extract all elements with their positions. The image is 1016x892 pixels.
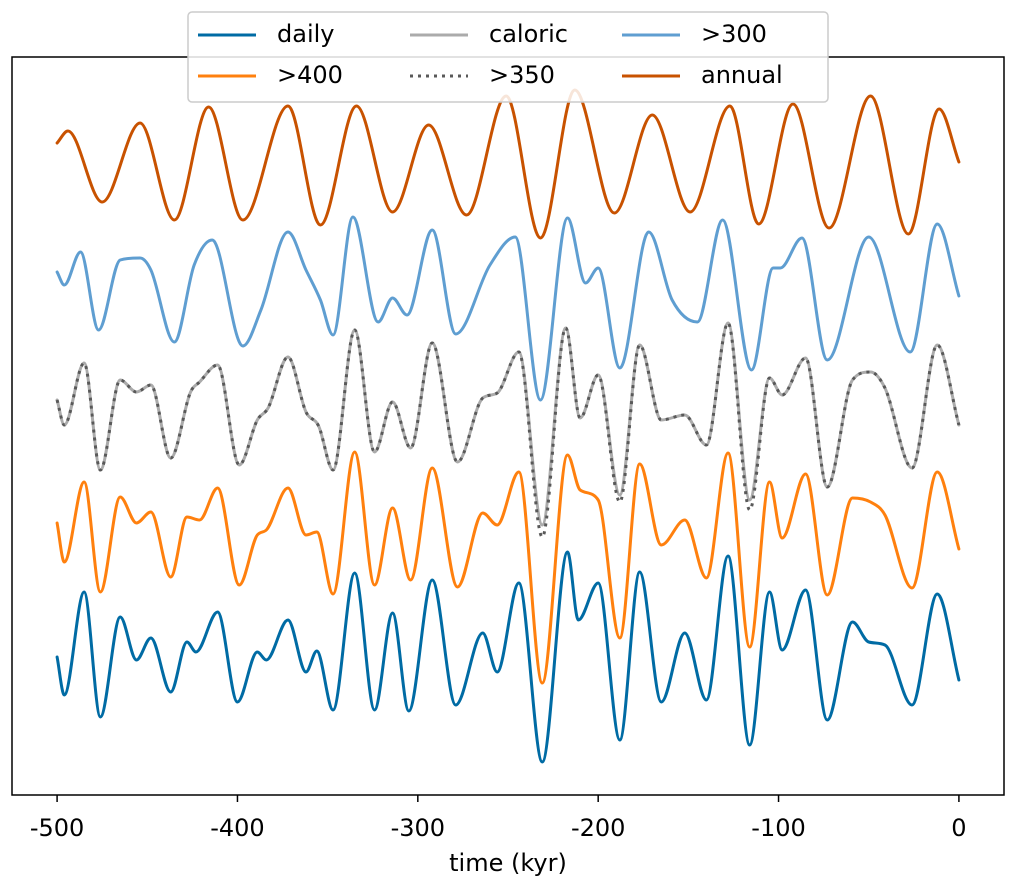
x-tick-label: -200 <box>571 814 625 842</box>
series-line <box>55 450 961 685</box>
series-line <box>55 550 961 764</box>
legend-label: daily <box>277 20 334 48</box>
series-line <box>55 88 961 240</box>
legend-label: >300 <box>701 20 767 48</box>
legend-label: >350 <box>489 61 555 89</box>
x-tick-label: -300 <box>391 814 445 842</box>
series-line <box>55 215 961 402</box>
plot-lines <box>55 88 961 764</box>
series-line <box>55 321 961 539</box>
legend-label: >400 <box>277 61 343 89</box>
x-tick-label: -500 <box>30 814 84 842</box>
legend-label: annual <box>701 61 783 89</box>
legend-label: caloric <box>489 20 568 48</box>
legend: daily >400 caloric >350 >300 annual <box>187 11 829 103</box>
x-tick-label: -100 <box>751 814 805 842</box>
x-axis-label: time (kyr) <box>449 849 567 877</box>
x-tick-label: 0 <box>951 814 966 842</box>
x-tick-label: -400 <box>210 814 264 842</box>
